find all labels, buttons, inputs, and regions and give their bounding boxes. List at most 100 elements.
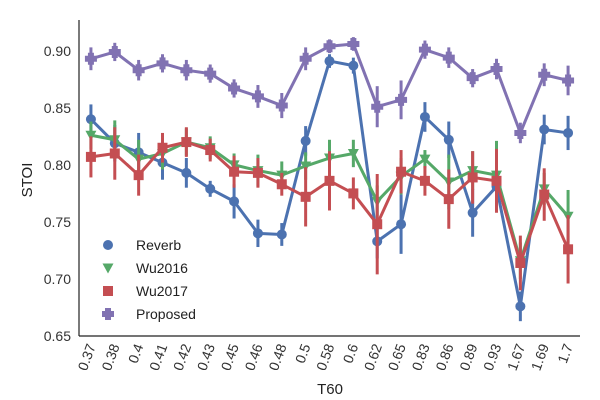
- data-point: [419, 154, 431, 165]
- legend-item-proposed: Proposed: [102, 306, 196, 322]
- data-point: [467, 172, 478, 183]
- data-point: [108, 45, 121, 58]
- x-tick-label: 0.48: [265, 341, 289, 372]
- data-point: [181, 167, 192, 178]
- x-tick-label: 0.62: [361, 341, 385, 372]
- x-axis-title: T60: [317, 381, 343, 398]
- y-tick-label: 0.80: [44, 157, 71, 173]
- data-point: [229, 166, 240, 177]
- data-point: [491, 175, 502, 186]
- y-axis-title: STOI: [19, 163, 36, 198]
- data-point: [300, 135, 311, 146]
- data-point: [252, 167, 263, 178]
- data-point: [443, 134, 454, 145]
- data-point: [205, 145, 216, 156]
- data-point: [323, 40, 336, 53]
- x-tick-label: 0.4: [125, 341, 147, 365]
- data-point: [490, 63, 503, 76]
- data-point: [85, 130, 97, 141]
- x-tick-label: 0.6: [339, 341, 361, 365]
- legend: Reverb Wu2016 Wu2017 Proposed: [102, 237, 196, 322]
- x-tick-label: 0.86: [432, 341, 456, 372]
- x-tick-label: 0.42: [170, 341, 194, 372]
- data-point: [252, 228, 263, 239]
- x-tick-label: 0.37: [74, 341, 98, 372]
- data-point: [300, 161, 312, 172]
- data-point: [418, 43, 431, 56]
- legend-marker: [103, 286, 113, 296]
- data-point: [539, 124, 550, 135]
- data-point: [514, 126, 527, 139]
- x-tick-label: 0.45: [218, 341, 242, 372]
- data-point: [395, 93, 408, 106]
- data-point: [371, 100, 384, 113]
- legend-label: Wu2017: [136, 283, 188, 299]
- legend-item-reverb: Reverb: [103, 237, 181, 253]
- data-point: [442, 51, 455, 64]
- legend-item-wu2016: Wu2016: [102, 260, 188, 276]
- data-point: [347, 37, 360, 50]
- data-point: [419, 175, 430, 186]
- x-tick-label: 0.46: [241, 341, 265, 372]
- legend-label: Wu2016: [136, 260, 188, 276]
- data-point: [348, 188, 359, 199]
- data-point: [347, 148, 359, 159]
- data-point: [251, 90, 264, 103]
- data-point: [85, 114, 96, 125]
- x-tick-label: 1.69: [528, 341, 552, 372]
- data-point: [180, 64, 193, 77]
- data-point: [443, 194, 454, 205]
- x-tick-label: 0.41: [146, 341, 170, 372]
- data-point: [515, 257, 526, 268]
- x-tick-label: 0.65: [385, 341, 409, 372]
- legend-marker: [102, 263, 114, 274]
- x-tick-label: 1.7: [554, 341, 576, 365]
- y-tick-label: 0.85: [44, 100, 71, 116]
- x-tick-label: 0.58: [313, 341, 337, 372]
- data-point: [539, 189, 550, 200]
- data-point: [228, 82, 241, 95]
- x-tick-label: 1.67: [504, 341, 528, 372]
- series-layer: [84, 37, 575, 322]
- y-tick-label: 0.70: [44, 271, 71, 287]
- legend-label: Proposed: [136, 306, 196, 322]
- x-tick-label: 0.38: [98, 341, 122, 372]
- data-point: [276, 229, 287, 240]
- data-point: [466, 72, 479, 85]
- data-point: [419, 111, 430, 122]
- data-point: [84, 52, 97, 65]
- legend-label: Reverb: [136, 237, 181, 253]
- x-tick-label: 0.83: [408, 341, 432, 372]
- data-point: [299, 52, 312, 65]
- x-tick-label: 0.5: [292, 341, 314, 365]
- data-point: [563, 127, 574, 138]
- data-point: [467, 207, 478, 218]
- data-point: [276, 179, 287, 190]
- data-point: [181, 137, 192, 148]
- data-point: [275, 99, 288, 112]
- data-point: [133, 170, 144, 181]
- data-point: [324, 56, 335, 67]
- data-point: [396, 166, 407, 177]
- data-point: [515, 301, 526, 312]
- data-point: [348, 60, 359, 71]
- x-tick-label: 0.43: [194, 341, 218, 372]
- y-tick-label: 0.65: [44, 328, 71, 344]
- data-point: [324, 175, 335, 186]
- series-wu2017: [85, 127, 574, 291]
- legend-item-wu2017: Wu2017: [103, 283, 188, 299]
- data-point: [204, 67, 217, 80]
- data-point: [300, 191, 311, 202]
- data-point: [396, 219, 407, 230]
- y-tick-label: 0.90: [44, 43, 71, 59]
- data-point: [157, 142, 168, 153]
- data-point: [372, 219, 383, 230]
- x-tick-label: 0.89: [456, 341, 480, 372]
- legend-marker: [102, 308, 114, 320]
- data-point: [229, 196, 240, 207]
- data-point: [132, 64, 145, 77]
- legend-marker: [103, 240, 113, 250]
- x-tick-label: 0.93: [480, 341, 504, 372]
- data-point: [538, 68, 551, 81]
